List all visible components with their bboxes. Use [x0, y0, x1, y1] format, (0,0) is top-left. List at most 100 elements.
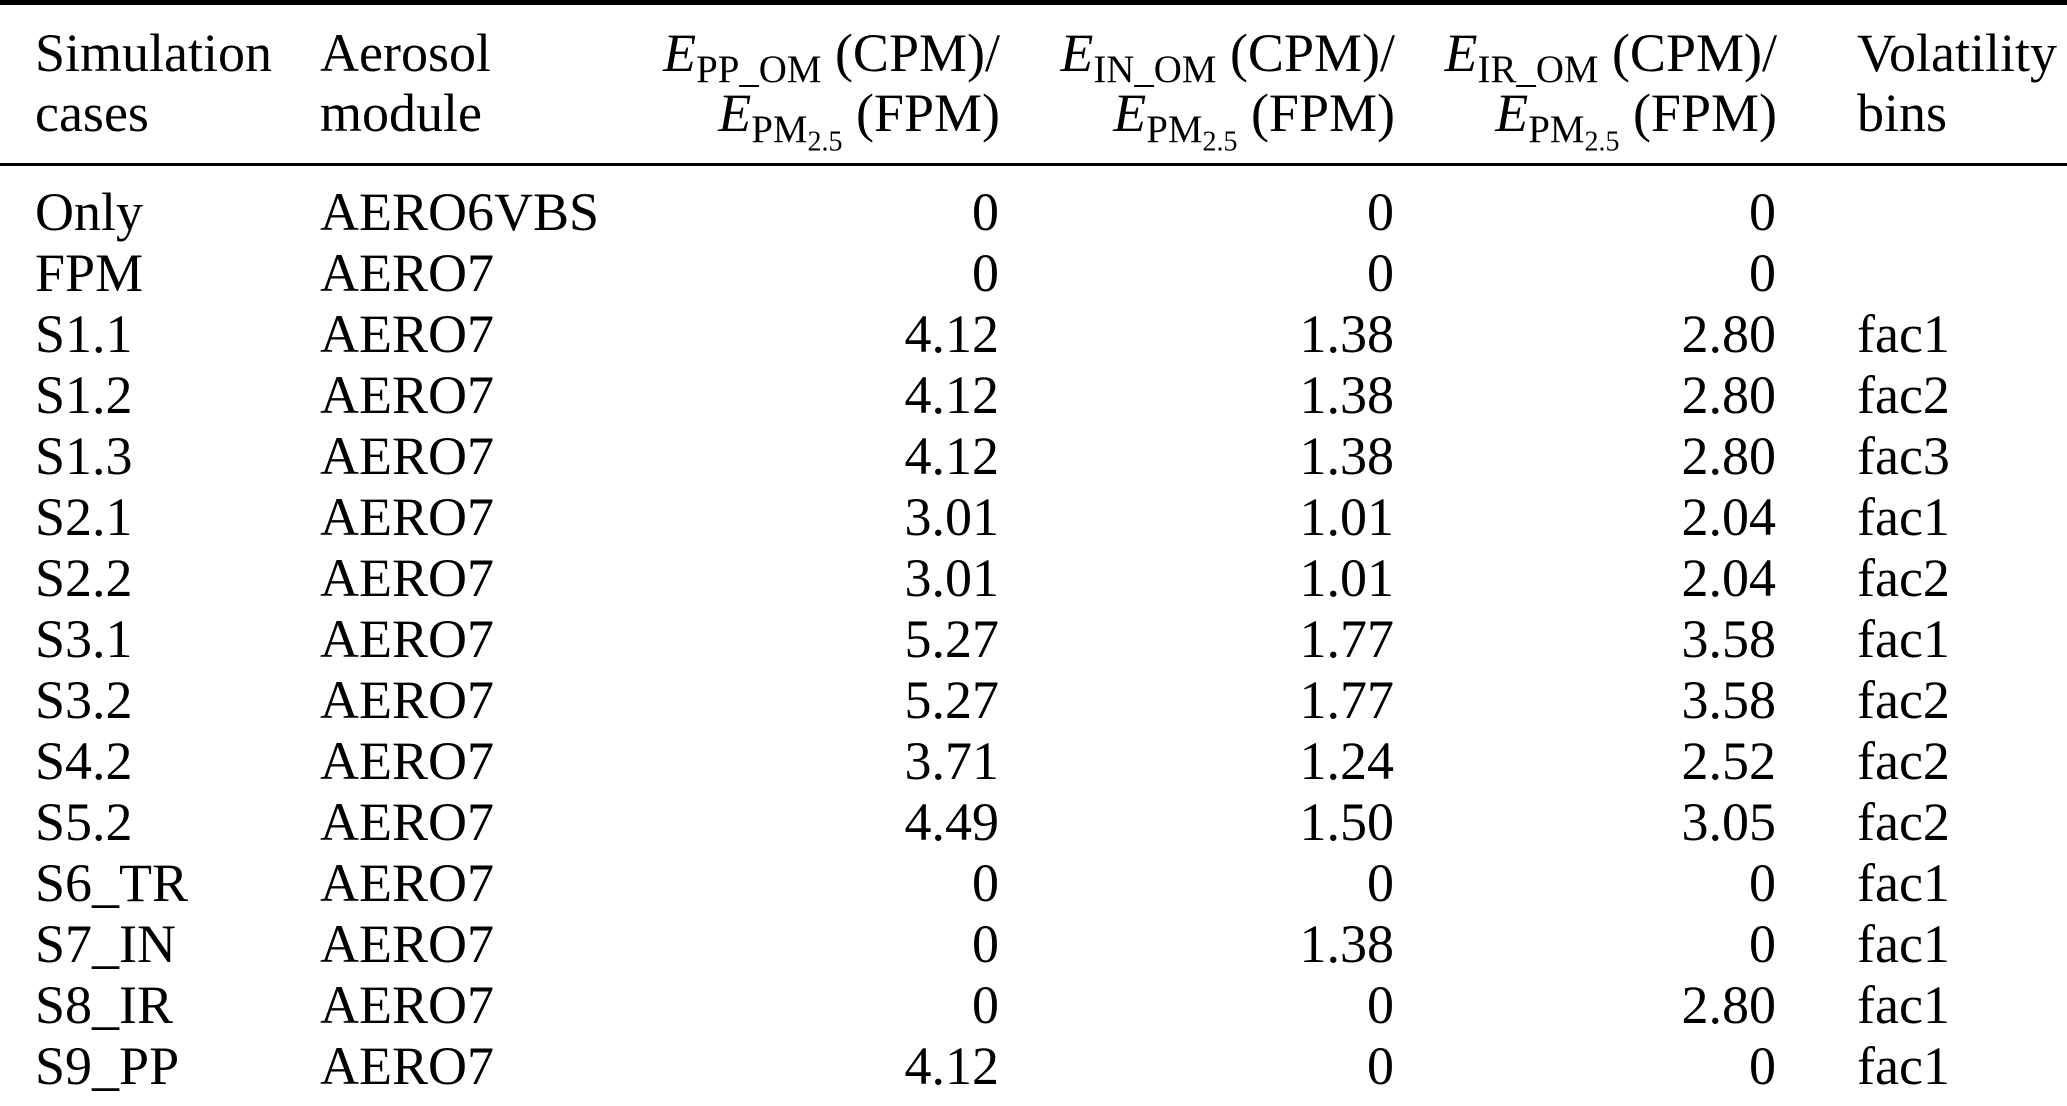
cell-volatility-bin: fac2	[1857, 731, 1950, 791]
cell-volatility-bin	[1777, 243, 2067, 304]
formula-denominator: EPM2.5 (FPM)	[615, 83, 1000, 156]
cell-volatility-bin: fac1	[1857, 487, 1950, 547]
cell-volatility-bin: fac3	[1857, 426, 1950, 486]
cell-e-in-om-value: 0	[1367, 853, 1394, 913]
cell-e-in-om-value: 1.38	[1299, 365, 1395, 425]
table-row: S1.1 AERO7 4.12 1.38 2.80 fac1	[0, 304, 2067, 365]
cell-e-in-om-value: 1.50	[1299, 792, 1395, 852]
col-header-e-in-om: EIN_OM (CPM)/ EPM2.5 (FPM)	[1000, 2, 1395, 166]
variable-e: E	[1113, 83, 1147, 143]
col-header-volatility-bins: Volatility bins	[1777, 2, 2067, 166]
header-line: Simulation	[35, 23, 273, 83]
subscript-main: PM	[1146, 107, 1203, 151]
cell-e-ir-om-value: 0	[1749, 853, 1776, 913]
table-row: S6_TR AERO7 0 0 0 fac1	[0, 853, 2067, 914]
table-row: Only AERO6VBS 0 0 0	[0, 165, 2067, 244]
cell-volatility-bin: fac2	[1857, 792, 1950, 852]
cell-volatility-bin: fac1	[1857, 853, 1950, 913]
cell-e-pp-om-value: 3.71	[904, 731, 1000, 791]
cell-simulation-case: S9_PP	[35, 1036, 180, 1096]
formula-numerator: EIR_OM (CPM)/	[1395, 23, 1778, 89]
cell-simulation-case: S1.3	[35, 426, 133, 486]
cell-e-in-om-value: 1.01	[1299, 548, 1395, 608]
cell-e-ir-om-value: 0	[1749, 914, 1776, 974]
cell-aerosol-module: AERO7	[320, 975, 494, 1035]
table-row: S5.2 AERO7 4.49 1.50 3.05 fac2	[0, 792, 2067, 853]
table-row: S3.1 AERO7 5.27 1.77 3.58 fac1	[0, 609, 2067, 670]
table-row: S7_IN AERO7 0 1.38 0 fac1	[0, 914, 2067, 975]
cell-e-pp-om-value: 5.27	[904, 670, 1000, 730]
cell-volatility-bin: fac1	[1857, 975, 1950, 1035]
header-line: cases	[35, 83, 149, 143]
cell-aerosol-module: AERO7	[320, 304, 494, 364]
table-row: S9_PP AERO7 4.12 0 0 fac1	[0, 1036, 2067, 1106]
cell-e-ir-om-value: 2.80	[1681, 304, 1777, 364]
cell-e-in-om-value: 0	[1367, 243, 1394, 303]
cell-e-ir-om-value: 2.04	[1681, 548, 1777, 608]
table-row: S4.2 AERO7 3.71 1.24 2.52 fac2	[0, 731, 2067, 792]
cell-aerosol-module: AERO7	[320, 365, 494, 425]
variable-e: E	[663, 23, 697, 83]
cell-e-in-om-value: 1.77	[1299, 670, 1395, 730]
cell-aerosol-module: AERO7	[320, 853, 494, 913]
table-row: S1.3 AERO7 4.12 1.38 2.80 fac3	[0, 426, 2067, 487]
cell-e-ir-om-value: 3.58	[1681, 609, 1777, 669]
cell-e-pp-om-value: 0	[972, 914, 999, 974]
col-header-aerosol-module: Aerosol module	[285, 2, 615, 166]
unit-label: (CPM)/	[1598, 23, 1777, 83]
cell-simulation-case: S4.2	[35, 731, 133, 791]
cell-aerosol-module: AERO7	[320, 731, 494, 791]
cell-e-ir-om-value: 2.04	[1681, 487, 1777, 547]
cell-simulation-case: Only	[35, 182, 143, 242]
cell-aerosol-module: AERO7	[320, 548, 494, 608]
subscript-nested: 2.5	[1202, 126, 1238, 158]
cell-e-in-om-value: 0	[1367, 182, 1394, 242]
cell-e-pp-om-value: 0	[972, 182, 999, 242]
subscript: PM2.5	[751, 108, 842, 156]
header-line: Volatility	[1857, 23, 2058, 83]
cell-e-pp-om-value: 4.12	[904, 304, 1000, 364]
cell-volatility-bin: fac2	[1857, 365, 1950, 425]
formula-denominator: EPM2.5 (FPM)	[1395, 83, 1777, 156]
unit-label: (FPM)	[1237, 83, 1395, 143]
cell-aerosol-module: AERO6VBS	[320, 182, 600, 242]
cell-volatility-bin	[1777, 165, 2067, 244]
subscript: IN_OM	[1093, 47, 1217, 91]
cell-e-in-om-value: 1.77	[1299, 609, 1395, 669]
cell-volatility-bin: fac1	[1857, 914, 1950, 974]
subscript-main: PM	[1528, 107, 1585, 151]
cell-e-in-om-value: 1.38	[1299, 304, 1395, 364]
subscript: PM2.5	[1146, 107, 1237, 156]
variable-e: E	[1060, 23, 1094, 83]
cell-volatility-bin: fac1	[1857, 609, 1950, 669]
cell-volatility-bin: fac1	[1857, 1036, 1950, 1096]
formula-denominator: EPM2.5 (FPM)	[1000, 83, 1395, 156]
col-header-simulation-cases: Simulation cases	[0, 2, 285, 166]
table-body: Only AERO6VBS 0 0 0 FPM AERO7 0 0 0 S1.1…	[0, 165, 2067, 1106]
cell-aerosol-module: AERO7	[320, 243, 494, 303]
cell-e-ir-om-value: 2.80	[1681, 365, 1777, 425]
table-row: S3.2 AERO7 5.27 1.77 3.58 fac2	[0, 670, 2067, 731]
cell-simulation-case: S1.2	[35, 365, 133, 425]
subscript-nested: 2.5	[1584, 126, 1620, 158]
subscript: IR_OM	[1477, 47, 1599, 91]
cell-e-ir-om-value: 0	[1749, 182, 1776, 242]
cell-simulation-case: S2.2	[35, 548, 133, 608]
header-row: Simulation cases Aerosol module EPP_OM (…	[0, 2, 2067, 166]
cell-simulation-case: S5.2	[35, 792, 133, 852]
cell-aerosol-module: AERO7	[320, 487, 494, 547]
variable-e: E	[1444, 23, 1478, 83]
table-row: S1.2 AERO7 4.12 1.38 2.80 fac2	[0, 365, 2067, 426]
cell-volatility-bin: fac2	[1857, 548, 1950, 608]
cell-simulation-case: S2.1	[35, 487, 133, 547]
cell-e-ir-om-value: 2.52	[1681, 731, 1777, 791]
cell-e-pp-om-value: 4.12	[904, 1036, 1000, 1096]
cell-e-in-om-value: 1.38	[1299, 426, 1395, 486]
table-row: S2.2 AERO7 3.01 1.01 2.04 fac2	[0, 548, 2067, 609]
header-line: module	[320, 83, 482, 143]
cell-simulation-case: S3.2	[35, 670, 133, 730]
cell-e-pp-om-value: 3.01	[904, 487, 1000, 547]
cell-aerosol-module: AERO7	[320, 792, 494, 852]
